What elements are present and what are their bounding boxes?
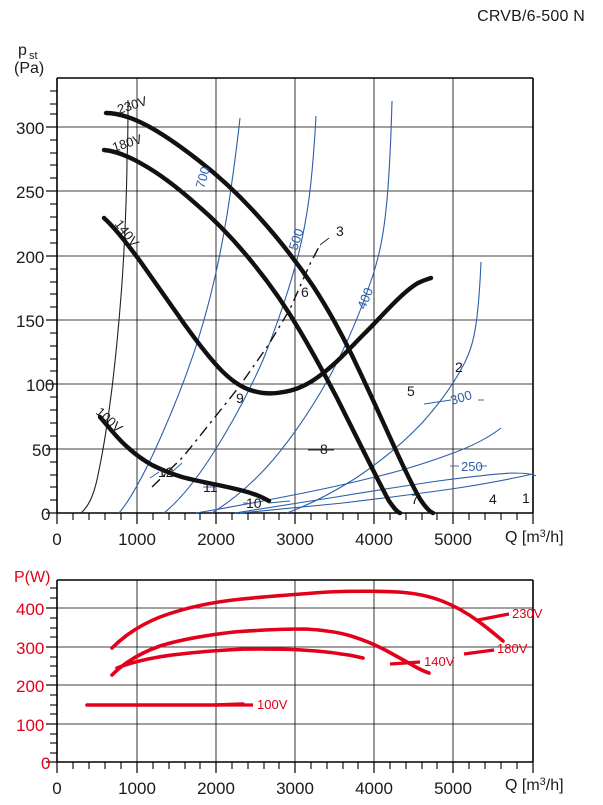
static-pressure-chart: p st (Pa) Q [m3/h] (14, 42, 564, 549)
point-label-1: 1 (522, 490, 530, 506)
y-tick-labels-lower: 400 300 200 100 0 (16, 600, 50, 773)
x-ticks-upper (56, 513, 534, 524)
x-tick-labels-lower: 0 1000 2000 3000 4000 5000 (52, 779, 472, 798)
y-tick-label-0w: 0 (41, 754, 50, 773)
point-label-8: 8 (320, 441, 328, 457)
point-label-9: 9 (236, 390, 244, 406)
curve-label-300: 300 (448, 387, 473, 408)
y-axis-label-pst-sub: st (29, 50, 38, 62)
grid-vertical-upper (136, 78, 454, 513)
y-ticks-lower (46, 587, 57, 763)
point-label-6: 6 (301, 284, 309, 300)
x-tick-label-1000: 1000 (118, 530, 156, 549)
y-axis-label-pst-main: p (18, 42, 27, 59)
x-tick-label-0-lower: 0 (52, 779, 61, 798)
x-tick-labels-upper: 0 1000 2000 3000 4000 5000 (52, 530, 472, 549)
x-ticks-lower (56, 762, 534, 773)
y-tick-label-250: 250 (16, 183, 44, 202)
x-tick-label-2000: 2000 (197, 530, 235, 549)
y-ticks-upper (46, 90, 57, 514)
x-tick-label-4000-lower: 4000 (355, 779, 393, 798)
point-label-2: 2 (455, 359, 463, 375)
point-label-7: 7 (411, 491, 419, 507)
power-label-140v: 140V (424, 654, 455, 669)
x-tick-label-1000-lower: 1000 (118, 779, 156, 798)
point-label-12: 12 (158, 464, 174, 480)
series-250 (234, 472, 537, 514)
y-tick-label-200w: 200 (16, 677, 44, 696)
point-label-4: 4 (489, 491, 497, 507)
curve-label-700: 700 (192, 165, 212, 190)
pressure-curves (97, 110, 436, 516)
leader-lines-upper (149, 237, 487, 504)
series-140V-power (115, 647, 365, 670)
point-label-5: 5 (407, 383, 415, 399)
page-title: CRVB/6-500 N (477, 8, 585, 25)
series-180V-pressure (101, 147, 403, 516)
curve-label-500: 500 (286, 227, 307, 252)
power-label-180v: 180V (497, 641, 528, 656)
point-label-10: 10 (246, 495, 262, 511)
curve-label-250: 250 (461, 459, 483, 474)
x-tick-label-5000: 5000 (434, 530, 472, 549)
operating-point-numbers: 1 2 3 4 5 6 7 8 9 10 11 12 (158, 223, 530, 511)
series-300 (286, 261, 482, 514)
series-500 (163, 115, 317, 514)
series-duct-11 (195, 427, 502, 514)
series-180V-power (110, 627, 431, 677)
x-tick-label-5000-lower: 5000 (434, 779, 472, 798)
series-operating-dashed-line (151, 244, 321, 488)
y-tick-label-400w: 400 (16, 600, 44, 619)
curve-labels-lower: 230V 180V 140V 100V (257, 606, 543, 712)
y-tick-label-300: 300 (16, 119, 44, 138)
curve-label-230v-upper: 230V (115, 93, 149, 117)
curve-label-400: 400 (354, 285, 376, 311)
y-tick-label-300w: 300 (16, 639, 44, 658)
series-230V-power (110, 589, 505, 650)
y-tick-label-0: 0 (41, 505, 50, 524)
grid-lower (57, 580, 533, 762)
y-tick-label-100w: 100 (16, 716, 44, 735)
x-tick-label-3000: 3000 (276, 530, 314, 549)
y-tick-label-100: 100 (26, 376, 54, 395)
leader-lines-lower (224, 612, 510, 707)
y-tick-labels-upper: 300 250 200 150 100 50 0 (16, 119, 54, 524)
y-axis-label-power: P(W) (14, 569, 50, 586)
x-axis-label-q-upper: Q [m3/h] (505, 528, 564, 546)
series-100V-power (85, 702, 245, 707)
x-tick-label-3000-lower: 3000 (276, 779, 314, 798)
point-label-3: 3 (336, 223, 344, 239)
curve-labels-upper: 230V 180V 140V 100V 700 500 400 300 250 (93, 93, 483, 474)
y-tick-label-50: 50 (32, 441, 51, 460)
series-230V-pressure (103, 110, 436, 516)
x-axis-label-q-lower: Q [m3/h] (505, 776, 564, 794)
x-tick-label-0: 0 (52, 530, 61, 549)
series-100V-pressure (97, 414, 272, 504)
point-label-11: 11 (203, 479, 218, 495)
y-tick-label-200: 200 (16, 248, 44, 267)
y-axis-label-pst-unit: (Pa) (14, 60, 44, 77)
x-tick-label-2000-lower: 2000 (197, 779, 235, 798)
absorbed-power-chart: P(W) Q [m3/h] (14, 569, 564, 798)
y-tick-label-150: 150 (16, 312, 44, 331)
series-140V-pressure (101, 215, 434, 396)
power-label-100v: 100V (257, 697, 288, 712)
power-label-230v: 230V (512, 606, 543, 621)
series-system-parabola (80, 99, 129, 514)
series-duct-10 (239, 473, 534, 514)
x-tick-label-4000: 4000 (355, 530, 393, 549)
